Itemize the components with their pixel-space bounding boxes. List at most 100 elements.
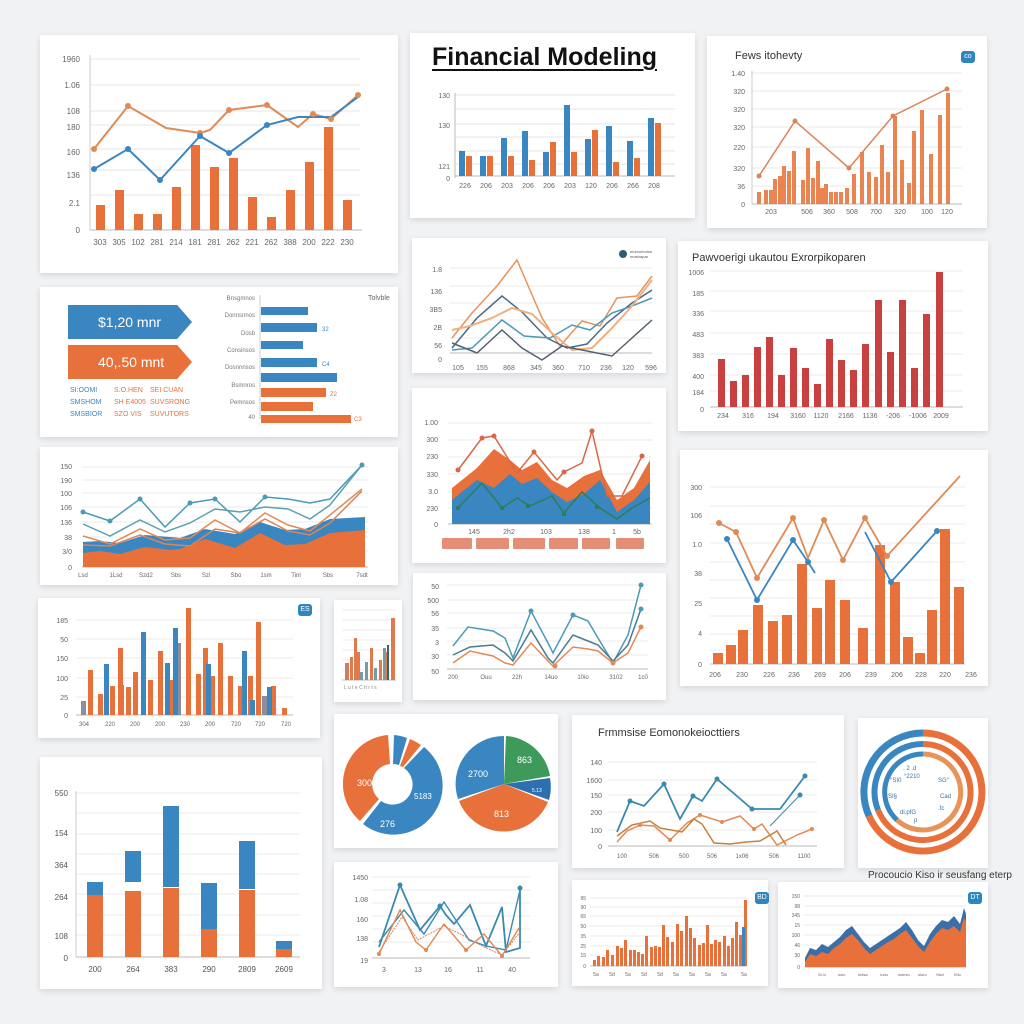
svg-text:0: 0 (64, 954, 69, 963)
svg-text:5a: 5a (689, 972, 695, 978)
legend-chip[interactable] (582, 538, 610, 549)
svg-text:Pemnsos: Pemnsos (230, 400, 255, 406)
svg-text:720: 720 (231, 722, 242, 728)
svg-text:506: 506 (769, 854, 780, 860)
svg-text:136: 136 (430, 289, 442, 296)
svg-text:56: 56 (431, 611, 439, 618)
line-chart-bottom: 140 1600 150 200 100 0 100 506 500 506 1x06 506 110… (586, 760, 817, 860)
svg-text:1x06: 1x06 (735, 854, 749, 860)
chart-card-pies: 300 5183 276 2700 863 5.13 813 (334, 714, 558, 848)
svg-text:3.0: 3.0 (428, 489, 438, 496)
svg-text:36: 36 (737, 184, 745, 191)
svg-text:150: 150 (792, 894, 801, 900)
svg-text:1: 1 (612, 529, 616, 536)
multi-line-chart-bottom: 1450 1.08 160 138 19 3 13 16 11 40 (352, 875, 530, 974)
svg-text:710: 710 (578, 365, 590, 372)
mixed-bar-chart: 185 50 150 100 25 0 304 220 200 200 230 200 720 720 7… (56, 608, 293, 728)
svg-text:Consinsos: Consinsos (227, 348, 255, 354)
svg-text:388: 388 (283, 238, 297, 247)
svg-text:2809: 2809 (238, 965, 256, 974)
legend-chip[interactable] (513, 538, 545, 549)
svg-text:Sbs: Sbs (171, 573, 181, 579)
chat-badge-icon[interactable]: co (961, 51, 975, 63)
svg-text:Szd2: Szd2 (139, 573, 153, 579)
svg-text:200: 200 (302, 238, 316, 247)
svg-text:1960: 1960 (62, 55, 80, 64)
svg-text:1100: 1100 (798, 854, 812, 860)
svg-text:2B: 2B (433, 325, 442, 332)
svg-text:108: 108 (67, 107, 81, 116)
svg-text:220: 220 (733, 145, 745, 152)
svg-text:25: 25 (580, 944, 586, 950)
svg-text:90: 90 (580, 905, 586, 911)
bar-chart-header: Tolvble (368, 295, 390, 302)
svg-text:138: 138 (356, 936, 368, 943)
svg-text:rudo: rudo (880, 972, 889, 977)
svg-text:3102: 3102 (609, 675, 623, 681)
svg-text:506: 506 (649, 854, 660, 860)
svg-text:383: 383 (692, 353, 704, 360)
svg-text:208: 208 (648, 183, 660, 190)
svg-text:226: 226 (763, 672, 775, 679)
svg-text:C4: C4 (322, 362, 330, 368)
svg-text:Dosnnnsos: Dosnnnsos (225, 365, 255, 371)
svg-text:SG°: SG° (938, 778, 950, 784)
svg-text:Ouu: Ouu (480, 675, 491, 681)
svg-text:1136: 1136 (862, 413, 877, 420)
combo-chart: 1960 1.06 108 180 160 136 2.1 0 303 305 102 281 2… (62, 55, 362, 247)
legend-chip[interactable] (549, 538, 578, 549)
svg-text:2009: 2009 (933, 413, 949, 420)
chart-card-orange-bars-top-right: Fews itohevty co 1.40 320 320 320 220 320 36 0 … (707, 36, 987, 228)
svg-text:236: 236 (965, 672, 977, 679)
svg-text:1.00: 1.00 (424, 420, 438, 427)
svg-text:Szl: Szl (202, 573, 210, 579)
chart-card-rings: . 2 .d °2210 °SI0 SG° SI§ Cad dl.pfG .fc p (858, 718, 988, 868)
svg-text:140: 140 (590, 760, 602, 767)
svg-text:30: 30 (794, 953, 800, 959)
svg-text:C3: C3 (354, 417, 362, 423)
svg-text:720: 720 (255, 722, 266, 728)
kpi-grid-cell: SUVSRONG (150, 399, 191, 406)
svg-text:1.40: 1.40 (731, 71, 745, 78)
svg-text:65: 65 (580, 914, 586, 920)
svg-text:3: 3 (435, 640, 439, 647)
svg-text:0: 0 (797, 965, 800, 971)
svg-text:2.1: 2.1 (69, 199, 81, 208)
chart-card-combo-top-left: 1960 1.06 108 180 160 136 2.1 0 303 305 102 281 2… (40, 35, 398, 273)
chat-badge-icon[interactable]: BD (755, 892, 769, 904)
svg-text:506: 506 (801, 209, 813, 216)
svg-text:46: 46 (794, 943, 800, 949)
legend-icon (619, 250, 627, 258)
svg-text:5a: 5a (593, 972, 599, 978)
chat-badge-icon[interactable]: ES (298, 604, 312, 616)
chart-card-multi-line-mid: momomotos mostrapar 1.8 136 3B5 2B 56 0 105 15… (412, 238, 666, 373)
svg-text:tSlo: tSlo (954, 972, 962, 977)
chart-card-bars-mid: ES 185 50 150 100 25 0 304 220 200 200 230 200 720 7… (38, 598, 320, 738)
svg-text:222: 222 (321, 238, 335, 247)
svg-text:550: 550 (55, 789, 69, 798)
svg-text:360: 360 (552, 365, 564, 372)
legend-chip[interactable] (476, 538, 509, 549)
svg-text:100: 100 (590, 828, 602, 835)
svg-text:336: 336 (692, 311, 704, 318)
svg-text:303: 303 (93, 238, 107, 247)
svg-text:206: 206 (543, 183, 555, 190)
chat-badge-icon[interactable]: DT (968, 892, 982, 904)
svg-text:1450: 1450 (352, 875, 368, 882)
kpi-value-blue: $1,20 mnr (68, 305, 192, 339)
svg-text:220: 220 (939, 672, 951, 679)
svg-text:155: 155 (476, 365, 488, 372)
svg-text:Lsd: Lsd (78, 573, 88, 579)
legend-chip[interactable] (616, 538, 644, 549)
chart-card-multi-line-lower: 50 500 56 35 3 30 50 200 Ouu 22h 14uo 10io 3102 1c0 (413, 573, 666, 700)
svg-text:. 2 .d: . 2 .d (903, 766, 916, 772)
svg-text:38: 38 (694, 571, 702, 578)
svg-text:1Lsd: 1Lsd (109, 573, 122, 579)
svg-text:360: 360 (823, 209, 835, 216)
legend-chip[interactable] (442, 538, 472, 549)
svg-text:0: 0 (698, 662, 702, 669)
svg-text:180: 180 (67, 123, 81, 132)
svg-text:100: 100 (792, 933, 801, 939)
svg-text:56: 56 (434, 343, 442, 350)
svg-text:Bsmnros: Bsmnros (231, 383, 255, 389)
